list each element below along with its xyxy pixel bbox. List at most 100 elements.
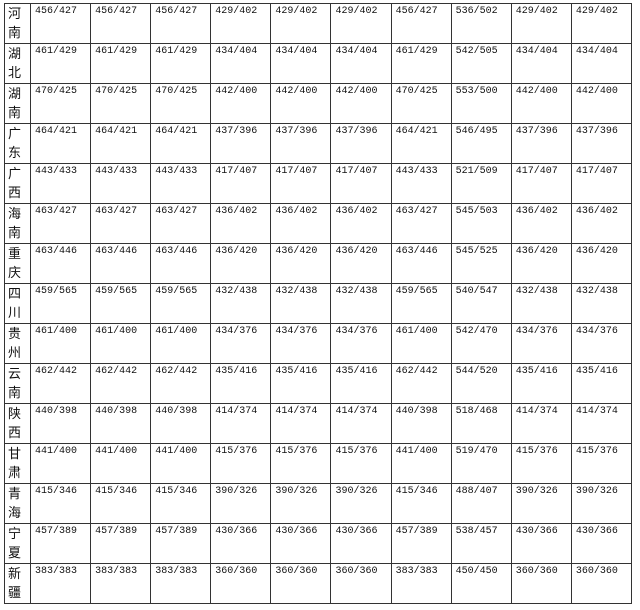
score-cell: 435/416 bbox=[510, 363, 572, 404]
score-cell: 430/366 bbox=[330, 523, 392, 564]
score-cell: 414/374 bbox=[570, 403, 633, 444]
score-cell: 470/425 bbox=[390, 83, 452, 124]
score-cell: 436/402 bbox=[210, 203, 272, 244]
score-cell: 459/565 bbox=[90, 283, 152, 324]
score-cell: 463/427 bbox=[29, 203, 92, 244]
score-cell: 462/442 bbox=[90, 363, 152, 404]
score-cell: 429/402 bbox=[570, 3, 633, 44]
score-table-body: 河南 456/427 456/427 456/427 429/402 429/402 429… bbox=[4, 3, 633, 604]
score-cell: 441/400 bbox=[29, 443, 92, 484]
table-row: 海南 463/427 463/427 463/427 436/402 436/402 436… bbox=[4, 203, 633, 244]
score-cell: 436/420 bbox=[210, 243, 272, 284]
score-cell: 435/416 bbox=[570, 363, 633, 404]
score-cell: 457/389 bbox=[390, 523, 452, 564]
score-cell: 464/421 bbox=[390, 123, 452, 164]
score-cell: 442/400 bbox=[210, 83, 272, 124]
score-cell: 415/376 bbox=[270, 443, 332, 484]
province-cell: 宁夏 bbox=[4, 523, 31, 564]
score-cell: 436/420 bbox=[270, 243, 332, 284]
province-cell: 贵州 bbox=[4, 323, 31, 364]
score-cell: 415/346 bbox=[29, 483, 92, 524]
score-cell: 457/389 bbox=[90, 523, 152, 564]
province-cell: 广东 bbox=[4, 123, 31, 164]
table-row: 湖北 461/429 461/429 461/429 434/404 434/404 434… bbox=[4, 43, 633, 84]
score-cell: 434/404 bbox=[330, 43, 392, 84]
score-cell: 464/421 bbox=[29, 123, 92, 164]
score-cell: 435/416 bbox=[210, 363, 272, 404]
score-cell: 432/438 bbox=[570, 283, 633, 324]
score-cell: 434/376 bbox=[210, 323, 272, 364]
score-cell: 457/389 bbox=[29, 523, 92, 564]
score-cell: 430/366 bbox=[210, 523, 272, 564]
score-cell: 519/470 bbox=[450, 443, 512, 484]
province-cell: 重庆 bbox=[4, 243, 31, 284]
score-table: 河南 456/427 456/427 456/427 429/402 429/402 429… bbox=[4, 3, 633, 604]
score-cell: 417/407 bbox=[270, 163, 332, 204]
score-cell: 462/442 bbox=[390, 363, 452, 404]
province-cell: 陕西 bbox=[4, 403, 31, 444]
table-row: 重庆 463/446 463/446 463/446 436/420 436/420 436… bbox=[4, 243, 633, 284]
score-cell: 461/429 bbox=[90, 43, 152, 84]
score-cell: 464/421 bbox=[90, 123, 152, 164]
score-cell: 443/433 bbox=[150, 163, 212, 204]
score-cell: 390/326 bbox=[270, 483, 332, 524]
score-cell: 430/366 bbox=[510, 523, 572, 564]
score-cell: 437/396 bbox=[510, 123, 572, 164]
score-cell: 542/505 bbox=[450, 43, 512, 84]
score-cell: 417/407 bbox=[510, 163, 572, 204]
table-row: 新疆 383/383 383/383 383/383 360/360 360/360 360… bbox=[4, 563, 633, 604]
score-cell: 545/525 bbox=[450, 243, 512, 284]
score-cell: 434/404 bbox=[270, 43, 332, 84]
score-cell: 434/376 bbox=[570, 323, 633, 364]
score-cell: 470/425 bbox=[150, 83, 212, 124]
score-cell: 544/520 bbox=[450, 363, 512, 404]
score-cell: 414/374 bbox=[210, 403, 272, 444]
table-row: 青海 415/346 415/346 415/346 390/326 390/326 390… bbox=[4, 483, 633, 524]
score-cell: 434/376 bbox=[510, 323, 572, 364]
province-cell: 河南 bbox=[4, 3, 31, 44]
score-cell: 443/433 bbox=[90, 163, 152, 204]
table-row: 甘肃 441/400 441/400 441/400 415/376 415/376 415… bbox=[4, 443, 633, 484]
province-cell: 青海 bbox=[4, 483, 31, 524]
table-row: 广西 443/433 443/433 443/433 417/407 417/407 417… bbox=[4, 163, 633, 204]
score-cell: 430/366 bbox=[270, 523, 332, 564]
province-cell: 湖北 bbox=[4, 43, 31, 84]
province-cell: 海南 bbox=[4, 203, 31, 244]
score-cell: 463/446 bbox=[29, 243, 92, 284]
score-cell: 436/402 bbox=[330, 203, 392, 244]
score-cell: 417/407 bbox=[570, 163, 633, 204]
score-cell: 436/402 bbox=[570, 203, 633, 244]
table-row: 湖南 470/425 470/425 470/425 442/400 442/400 442… bbox=[4, 83, 633, 124]
score-cell: 360/360 bbox=[510, 563, 572, 604]
score-cell: 461/400 bbox=[390, 323, 452, 364]
score-cell: 538/457 bbox=[450, 523, 512, 564]
score-cell: 360/360 bbox=[570, 563, 633, 604]
score-cell: 437/396 bbox=[330, 123, 392, 164]
score-cell: 440/398 bbox=[390, 403, 452, 444]
score-cell: 488/407 bbox=[450, 483, 512, 524]
score-cell: 436/420 bbox=[510, 243, 572, 284]
score-cell: 390/326 bbox=[570, 483, 633, 524]
score-cell: 383/383 bbox=[390, 563, 452, 604]
score-cell: 434/376 bbox=[330, 323, 392, 364]
score-cell: 461/429 bbox=[150, 43, 212, 84]
score-cell: 432/438 bbox=[210, 283, 272, 324]
score-cell: 461/400 bbox=[29, 323, 92, 364]
score-cell: 430/366 bbox=[570, 523, 633, 564]
table-row: 贵州 461/400 461/400 461/400 434/376 434/376 434… bbox=[4, 323, 633, 364]
score-cell: 440/398 bbox=[29, 403, 92, 444]
province-cell: 新疆 bbox=[4, 563, 31, 604]
score-cell: 415/346 bbox=[150, 483, 212, 524]
score-cell: 470/425 bbox=[90, 83, 152, 124]
score-cell: 440/398 bbox=[90, 403, 152, 444]
score-cell: 442/400 bbox=[570, 83, 633, 124]
score-cell: 436/420 bbox=[570, 243, 633, 284]
province-cell: 四川 bbox=[4, 283, 31, 324]
table-row: 宁夏 457/389 457/389 457/389 430/366 430/366 430… bbox=[4, 523, 633, 564]
score-cell: 441/400 bbox=[150, 443, 212, 484]
score-cell: 441/400 bbox=[390, 443, 452, 484]
score-cell: 429/402 bbox=[210, 3, 272, 44]
score-cell: 463/446 bbox=[90, 243, 152, 284]
score-cell: 435/416 bbox=[270, 363, 332, 404]
score-cell: 470/425 bbox=[29, 83, 92, 124]
